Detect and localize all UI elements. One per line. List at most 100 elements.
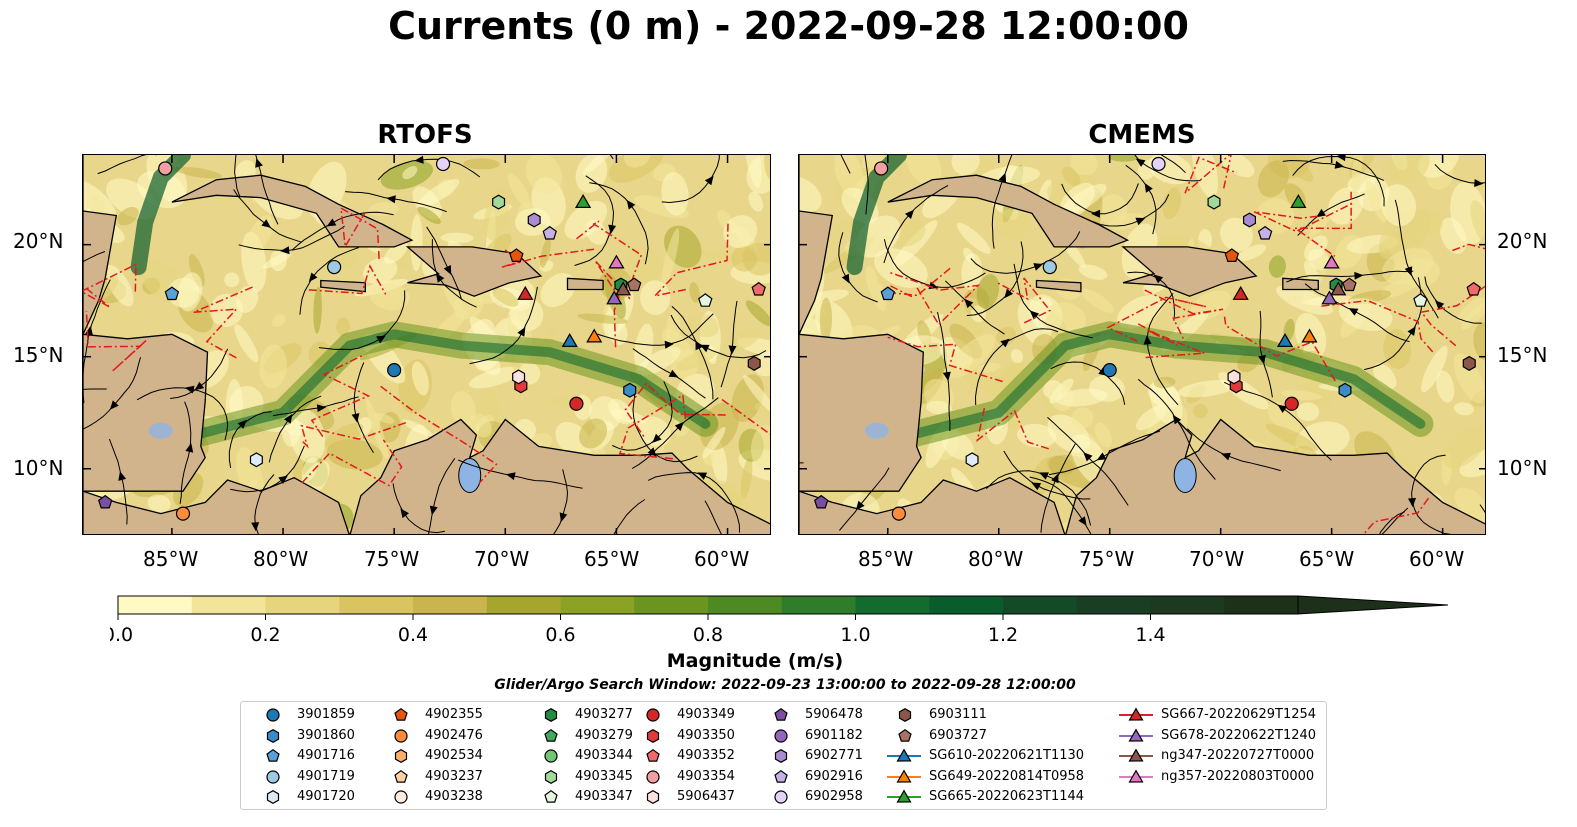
- colorbar-segment: [781, 596, 856, 614]
- legend-label: SG665-20220623T1144: [929, 789, 1085, 804]
- lat-tick-right: 20°N: [1497, 229, 1548, 253]
- legend-marker-hexagon: [774, 749, 788, 763]
- legend-hexagon-icon: [394, 749, 408, 763]
- legend-pentagon-icon: [774, 707, 788, 721]
- search-window-text: Glider/Argo Search Window: 2022-09-23 13…: [494, 677, 1076, 693]
- marker-6902916: [1257, 225, 1273, 240]
- legend-marker-triangle-line: [1119, 707, 1153, 721]
- colorbar-tick-label: 1.2: [988, 624, 1018, 644]
- marker-5906478: [97, 494, 113, 509]
- legend-label: 5906437: [677, 789, 735, 804]
- lon-tick-left: 65°W: [584, 547, 640, 571]
- legend-marker-hexagon: [544, 769, 558, 784]
- marker-4903347: [1413, 293, 1428, 307]
- legend-label: 3901860: [297, 727, 355, 743]
- lon-tick-right: 65°W: [1299, 547, 1355, 571]
- marker-4902355: [1224, 248, 1240, 263]
- colorbar-segment: [560, 596, 635, 614]
- marker-4903354: [874, 161, 889, 176]
- legend-label: 6902958: [805, 789, 863, 804]
- legend-circle-icon: [774, 728, 788, 743]
- colorbar-tick-label: 0.2: [250, 624, 280, 644]
- marker-3901859: [387, 363, 402, 378]
- legend-marker-pentagon: [394, 707, 408, 721]
- platform-markers: [813, 156, 1481, 521]
- marker-ng357-20220803T0000: [1323, 254, 1340, 269]
- panel-title-cmems: CMEMS: [1088, 120, 1196, 150]
- legend-label: 5906478: [805, 707, 863, 722]
- legend-pentagon-icon: [394, 769, 408, 783]
- lat-tick-right: 15°N: [1497, 343, 1548, 367]
- legend-label: 4903354: [677, 768, 735, 784]
- marker-SG610-20220621T1130: [1276, 333, 1294, 347]
- legend-label: 4902355: [425, 707, 483, 722]
- lake-maracaibo: [1173, 457, 1197, 493]
- eez-boundaries: [83, 206, 770, 487]
- legend-label: ng357-20220803T0000: [1161, 768, 1315, 784]
- marker-3901860: [1338, 382, 1352, 398]
- legend-label: 4903238: [425, 789, 483, 804]
- legend-hexagon-icon: [774, 749, 788, 763]
- lat-tick-right: 10°N: [1497, 456, 1548, 480]
- legend-marker-pentagon: [266, 748, 280, 762]
- marker-SG665-20220623T1144: [1290, 194, 1307, 209]
- legend-hexagon-icon: [266, 728, 280, 743]
- map-panel-rtofs: [82, 154, 771, 535]
- lake-nicaragua: [864, 422, 889, 439]
- lon-tick-left: 70°W: [474, 547, 530, 571]
- marker-ng347-20220727T0000: [1330, 281, 1347, 296]
- legend-marker-circle: [266, 708, 280, 722]
- figure-title: Currents (0 m) - 2022-09-28 12:00:00: [388, 4, 1189, 48]
- legend-label: 4903279: [575, 727, 633, 743]
- marker-6903111: [747, 355, 761, 371]
- legend-triangle-icon: [1128, 707, 1144, 721]
- legend-marker-triangle-line: [887, 748, 921, 762]
- lon-tick-left: 75°W: [364, 547, 420, 571]
- legend-marker-pentagon: [774, 769, 788, 783]
- colorbar-segment: [1224, 596, 1299, 614]
- legend-hexagon-icon: [646, 790, 660, 804]
- legend-marker-pentagon: [646, 748, 660, 762]
- lon-tick-left: 60°W: [694, 547, 750, 571]
- marker-4902476: [891, 506, 906, 521]
- legend-label: 4903237: [425, 768, 483, 784]
- marker-SG649-20220814T0958: [586, 328, 603, 343]
- axis-ticks: [83, 155, 770, 534]
- legend-triangle-icon: [1128, 769, 1144, 783]
- marker-6902916: [542, 225, 557, 240]
- legend-marker-triangle-line: [887, 769, 921, 783]
- colorbar-segment: [708, 596, 783, 614]
- legend-hexagon-icon: [898, 708, 912, 722]
- legend-circle-icon: [266, 708, 280, 722]
- land-masses: [83, 155, 770, 534]
- legend-marker-circle: [646, 708, 660, 722]
- land-masses: [799, 155, 1485, 534]
- legend-hexagon-icon: [544, 708, 558, 722]
- legend-label: 4901716: [297, 748, 355, 763]
- marker-4901716: [880, 286, 896, 301]
- marker-4903352: [1466, 281, 1481, 296]
- legend-circle-icon: [646, 708, 660, 722]
- marker-4903352: [751, 281, 766, 296]
- legend-hexagon-icon: [646, 728, 660, 743]
- colorbar-segment: [929, 596, 1004, 614]
- legend-marker-circle: [544, 749, 558, 763]
- colorbar-label: Magnitude (m/s): [666, 650, 844, 672]
- colorbar-tick-label: 1.4: [1135, 624, 1165, 644]
- legend-marker-triangle-line: [887, 789, 921, 803]
- lon-tick-right: 75°W: [1079, 547, 1135, 571]
- lat-tick-left: 15°N: [13, 343, 64, 367]
- legend-label: 4903350: [677, 727, 735, 743]
- streamlines: [799, 155, 1485, 534]
- colorbar-segment: [265, 596, 340, 614]
- lat-tick-left: 20°N: [13, 229, 64, 253]
- platform-markers: [97, 156, 766, 521]
- panel-title-rtofs: RTOFS: [377, 120, 473, 150]
- marker-4902476: [175, 506, 191, 521]
- colorbar-segment: [339, 596, 414, 614]
- legend-circle-icon: [266, 769, 280, 784]
- lon-tick-right: 60°W: [1409, 547, 1465, 571]
- legend-pentagon-icon: [544, 789, 558, 803]
- colorbar-segment: [486, 596, 561, 614]
- legend-label: 6903111: [929, 707, 987, 722]
